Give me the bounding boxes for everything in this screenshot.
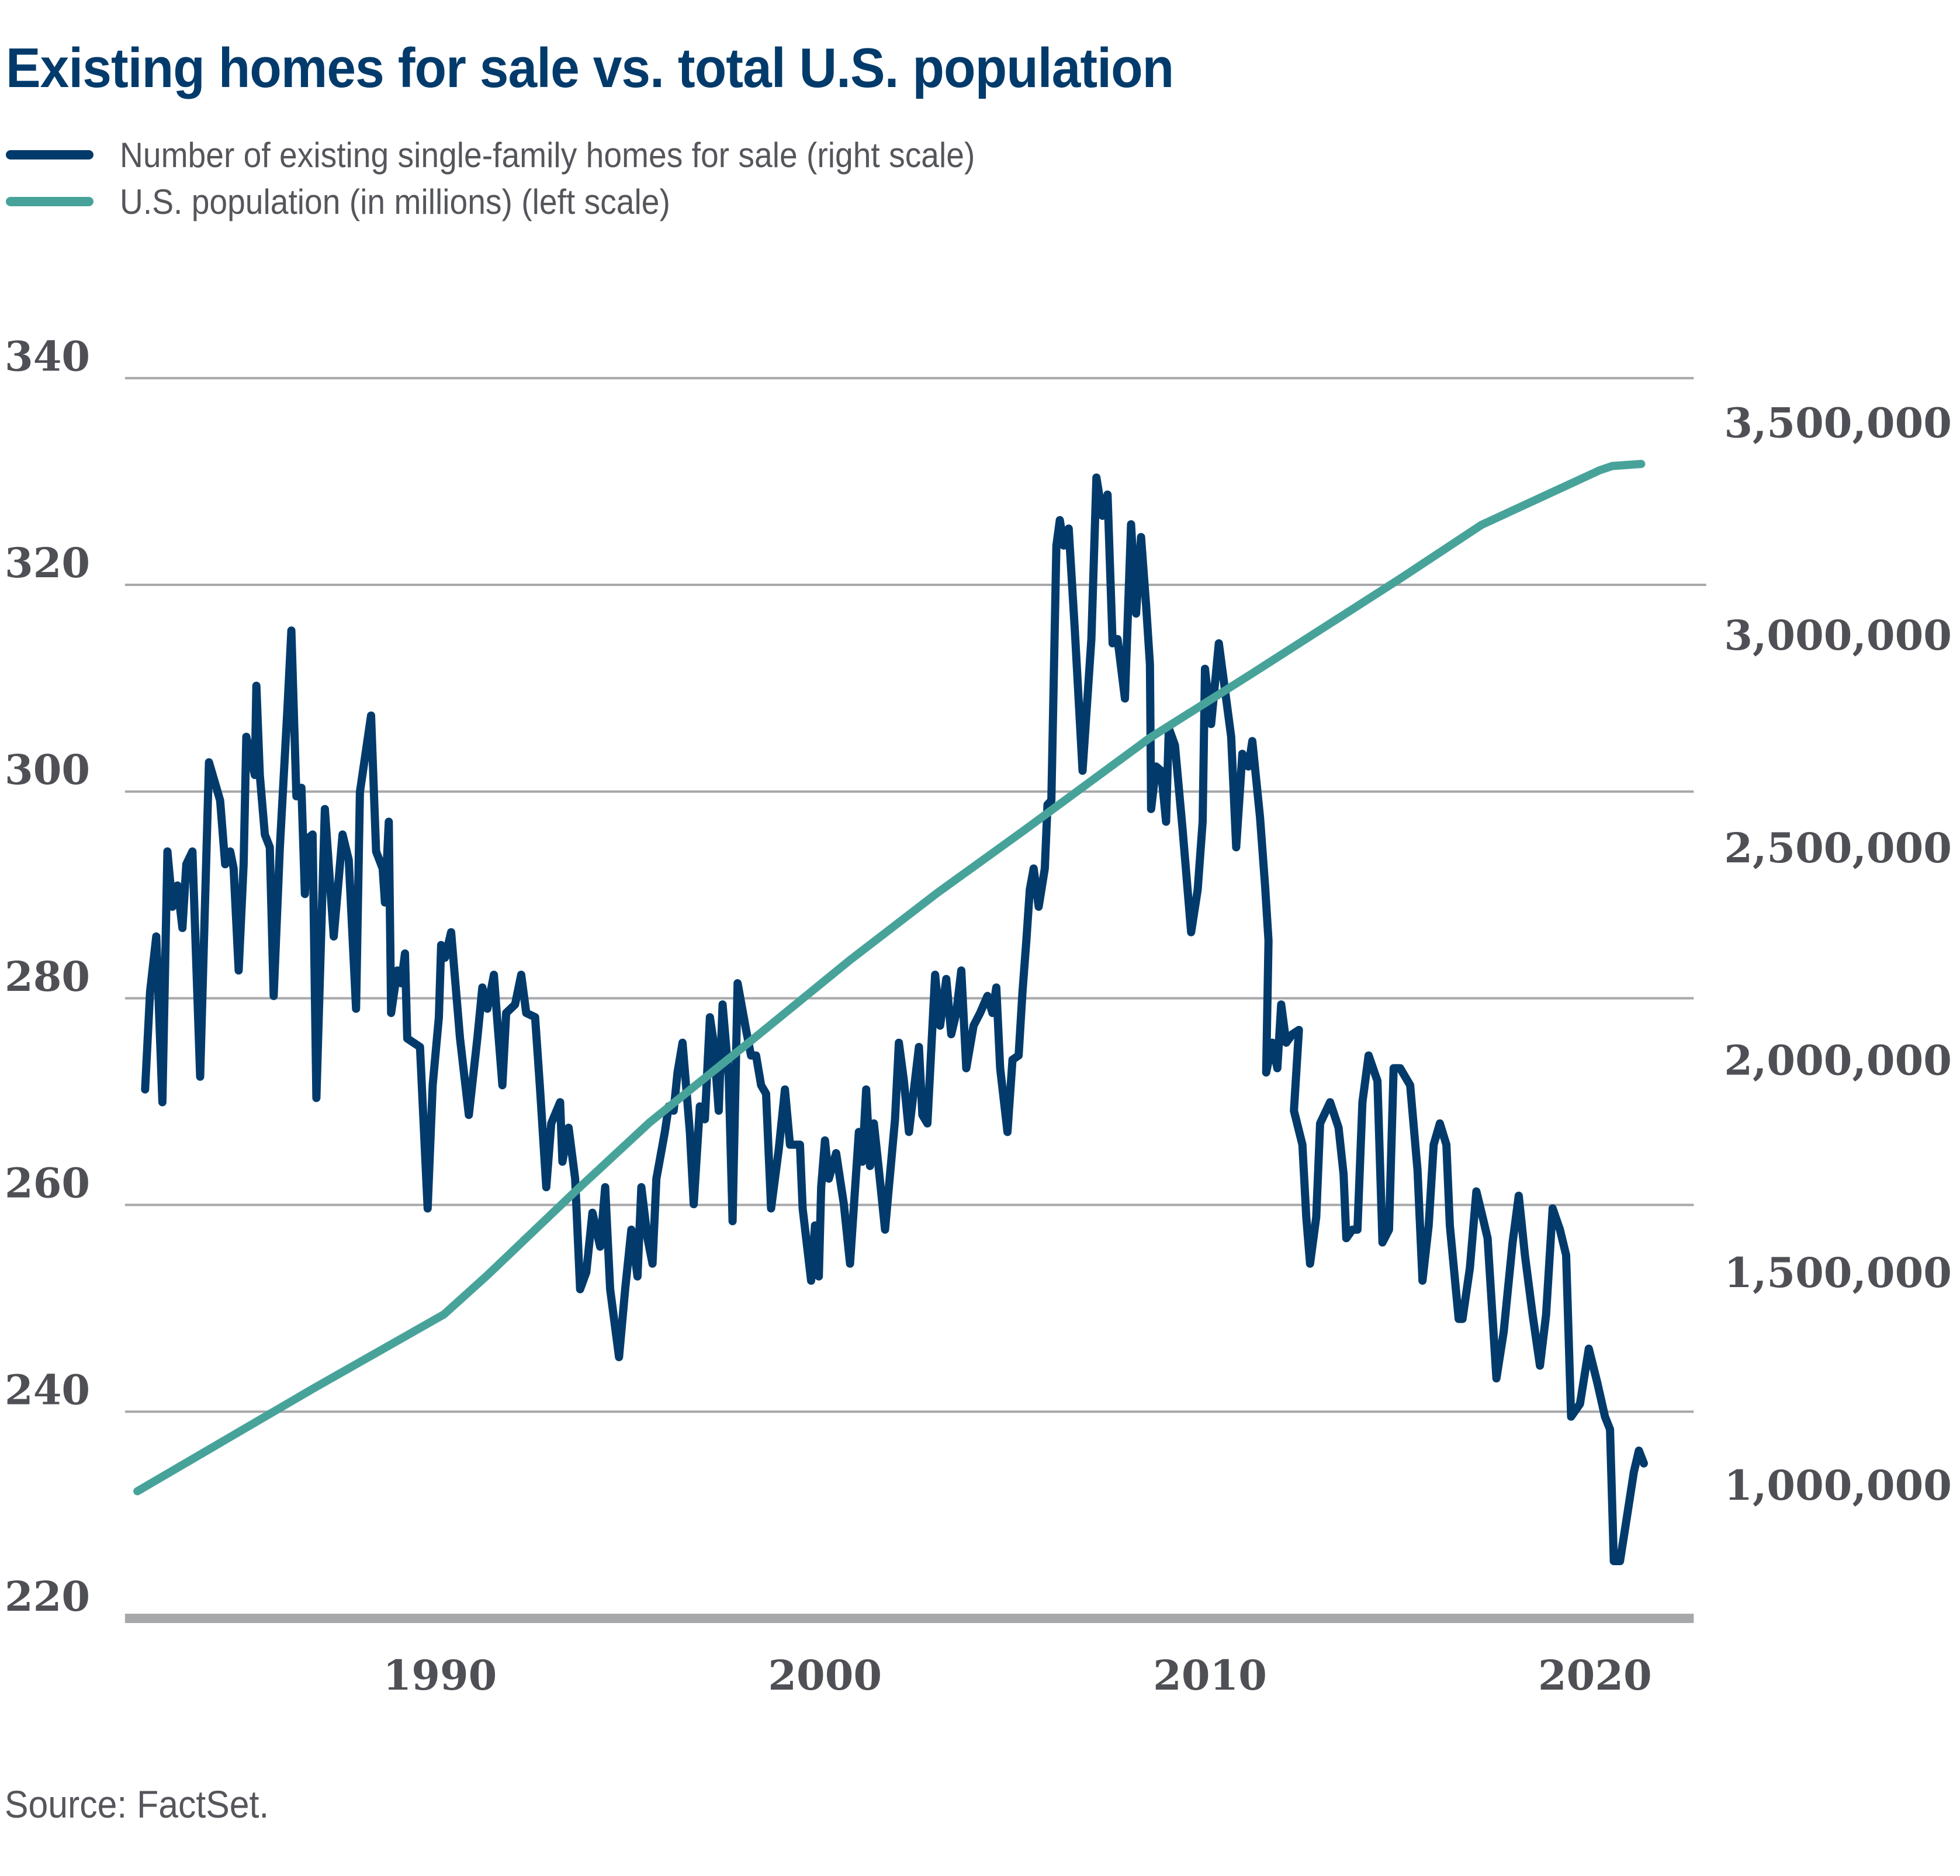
left-tick-label: 320 — [5, 539, 90, 587]
x-tick-label: 2000 — [768, 1651, 882, 1700]
left-tick-label: 280 — [5, 952, 90, 1001]
x-tick-label: 2010 — [1153, 1651, 1267, 1700]
legend-label-homes: Number of existing single-family homes f… — [120, 135, 975, 175]
right-tick-label: 3,500,000 — [1724, 399, 1952, 448]
left-tick-label: 260 — [5, 1159, 90, 1208]
right-tick-label: 3,000,000 — [1724, 611, 1952, 660]
homes-for-sale-line — [141, 473, 1648, 1565]
x-tick-label: 1990 — [383, 1651, 497, 1700]
left-axis-ticks: 220 240 260 280 300 320 340 — [5, 332, 90, 1621]
left-tick-label: 240 — [5, 1365, 90, 1414]
right-tick-label: 1,000,000 — [1724, 1461, 1952, 1510]
right-axis-ticks: 1,000,000 1,500,000 2,000,000 2,500,000 3,00… — [1724, 399, 1952, 1510]
gridlines — [124, 377, 1706, 1624]
legend: Number of existing single-family homes f… — [6, 131, 1050, 225]
legend-label-population: U.S. population (in millions) (left scal… — [120, 182, 670, 221]
population-line — [133, 460, 1646, 1496]
left-tick-label: 340 — [5, 332, 90, 380]
series-lines — [133, 460, 1648, 1565]
legend-swatch-homes — [6, 150, 94, 159]
right-tick-label: 2,000,000 — [1724, 1036, 1952, 1084]
chart-title: Existing homes for sale vs. total U.S. p… — [6, 37, 1174, 99]
left-tick-label: 220 — [5, 1572, 90, 1621]
left-tick-label: 300 — [5, 745, 90, 794]
x-tick-label: 2020 — [1538, 1651, 1652, 1700]
legend-item-population: U.S. population (in millions) (left scal… — [6, 178, 1050, 225]
right-tick-label: 2,500,000 — [1724, 824, 1952, 872]
legend-item-homes: Number of existing single-family homes f… — [6, 131, 1050, 178]
x-axis-ticks: 1990 2000 2010 2020 — [383, 1651, 1652, 1700]
legend-swatch-population — [6, 197, 94, 206]
right-tick-label: 1,500,000 — [1724, 1249, 1952, 1297]
source-note: Source: FactSet. — [5, 1783, 269, 1826]
